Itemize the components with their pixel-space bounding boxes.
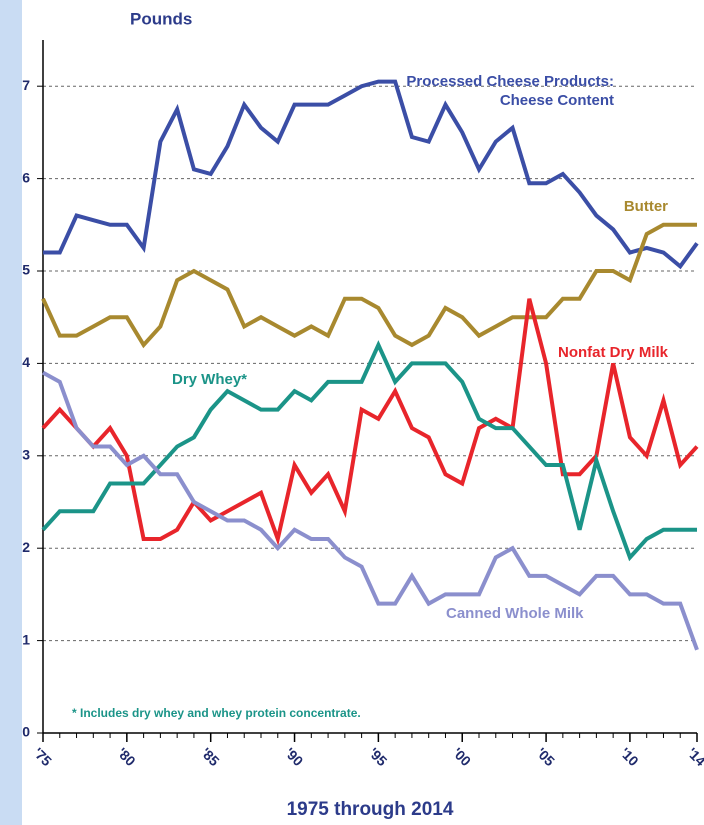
series-line [41,340,697,562]
y-tick-label: 3 [22,447,30,463]
series-label: Canned Whole Milk [446,605,584,622]
series-label: Processed Cheese Products: Cheese Conten… [406,73,614,109]
series-label: Dry Whey* [172,371,248,388]
series-label: Butter [623,198,668,215]
series-label: Nonfat Dry Milk [557,344,668,361]
x-axis-label: 1975 through 2014 [287,799,454,820]
y-tick-label: 2 [22,539,30,555]
y-tick-label: 5 [22,262,30,278]
series-line [43,79,699,270]
series-line [41,222,697,349]
footnote: * Includes dry whey and whey protein con… [72,706,361,720]
y-axis-label: Pounds [130,9,192,28]
series-line [41,298,699,547]
y-tick-label: 4 [22,354,30,370]
series-line [42,370,699,651]
y-tick-label: 7 [22,77,30,93]
y-tick-label: 0 [22,724,30,740]
y-tick-label: 1 [22,631,30,647]
y-tick-label: 6 [22,169,30,185]
